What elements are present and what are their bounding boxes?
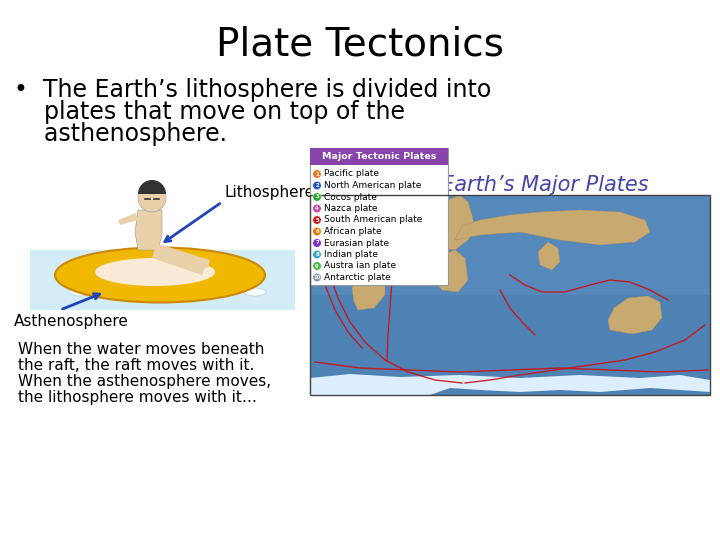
Circle shape bbox=[312, 239, 321, 247]
Text: 4: 4 bbox=[315, 206, 319, 211]
Circle shape bbox=[312, 251, 321, 259]
Ellipse shape bbox=[169, 288, 191, 296]
Bar bbox=[310, 295, 710, 395]
Text: 7: 7 bbox=[315, 240, 319, 246]
Polygon shape bbox=[538, 242, 560, 270]
Polygon shape bbox=[155, 245, 210, 268]
Polygon shape bbox=[310, 374, 710, 395]
Polygon shape bbox=[352, 255, 385, 310]
Text: 1: 1 bbox=[315, 172, 319, 177]
Polygon shape bbox=[118, 213, 138, 225]
Ellipse shape bbox=[69, 288, 91, 296]
Polygon shape bbox=[608, 296, 662, 334]
Circle shape bbox=[312, 227, 321, 235]
Text: 6: 6 bbox=[315, 229, 319, 234]
Bar bbox=[30, 250, 295, 310]
Circle shape bbox=[312, 204, 321, 213]
Text: Nazca plate: Nazca plate bbox=[324, 204, 377, 213]
Circle shape bbox=[312, 273, 321, 282]
Polygon shape bbox=[435, 250, 468, 292]
Text: Plate Tectonics: Plate Tectonics bbox=[216, 25, 504, 63]
Text: Indian plate: Indian plate bbox=[324, 250, 378, 259]
Text: Austra ian plate: Austra ian plate bbox=[324, 261, 396, 271]
Ellipse shape bbox=[244, 288, 266, 296]
Bar bbox=[310, 148, 448, 285]
Text: 2: 2 bbox=[315, 183, 319, 188]
Polygon shape bbox=[315, 192, 375, 250]
Text: Pacific plate: Pacific plate bbox=[324, 170, 379, 179]
Polygon shape bbox=[438, 195, 475, 250]
Text: asthenosphere.: asthenosphere. bbox=[14, 122, 227, 146]
Polygon shape bbox=[383, 192, 405, 205]
Text: the raft, the raft moves with it.: the raft, the raft moves with it. bbox=[18, 358, 254, 373]
Text: South American plate: South American plate bbox=[324, 215, 423, 225]
Text: Lithosphere: Lithosphere bbox=[225, 185, 315, 200]
Circle shape bbox=[312, 170, 321, 178]
Polygon shape bbox=[455, 210, 650, 245]
Text: the lithosphere moves with it…: the lithosphere moves with it… bbox=[18, 390, 257, 405]
Text: When the asthenosphere moves,: When the asthenosphere moves, bbox=[18, 374, 271, 389]
Polygon shape bbox=[135, 210, 162, 250]
Text: When the water moves beneath: When the water moves beneath bbox=[18, 342, 264, 357]
Text: Eurasian plate: Eurasian plate bbox=[324, 239, 389, 247]
Bar bbox=[310, 195, 710, 395]
Bar bbox=[310, 148, 448, 165]
Circle shape bbox=[312, 181, 321, 190]
Circle shape bbox=[312, 193, 321, 201]
Ellipse shape bbox=[55, 247, 265, 302]
Ellipse shape bbox=[209, 288, 231, 296]
Text: Asthenosphere: Asthenosphere bbox=[14, 314, 129, 329]
Polygon shape bbox=[152, 248, 205, 275]
Text: 10: 10 bbox=[313, 275, 320, 280]
Circle shape bbox=[312, 216, 321, 224]
Circle shape bbox=[138, 184, 166, 212]
Text: North American plate: North American plate bbox=[324, 181, 421, 190]
Text: Antarctic plate: Antarctic plate bbox=[324, 273, 391, 282]
Text: Earth’s Major Plates: Earth’s Major Plates bbox=[441, 175, 649, 195]
Ellipse shape bbox=[95, 258, 215, 286]
Ellipse shape bbox=[109, 288, 131, 296]
Text: Major Tectonic Plates: Major Tectonic Plates bbox=[322, 152, 436, 161]
Circle shape bbox=[312, 262, 321, 270]
Text: 9: 9 bbox=[315, 264, 319, 268]
Bar bbox=[310, 195, 710, 395]
Text: plates that move on top of the: plates that move on top of the bbox=[14, 100, 405, 124]
Wedge shape bbox=[138, 180, 166, 194]
Text: •  The Earth’s lithosphere is divided into: • The Earth’s lithosphere is divided int… bbox=[14, 78, 491, 102]
Text: 5: 5 bbox=[315, 218, 319, 222]
Text: African plate: African plate bbox=[324, 227, 382, 236]
Text: Cocos plate: Cocos plate bbox=[324, 192, 377, 201]
Text: 3: 3 bbox=[315, 194, 319, 199]
Text: 8: 8 bbox=[315, 252, 319, 257]
